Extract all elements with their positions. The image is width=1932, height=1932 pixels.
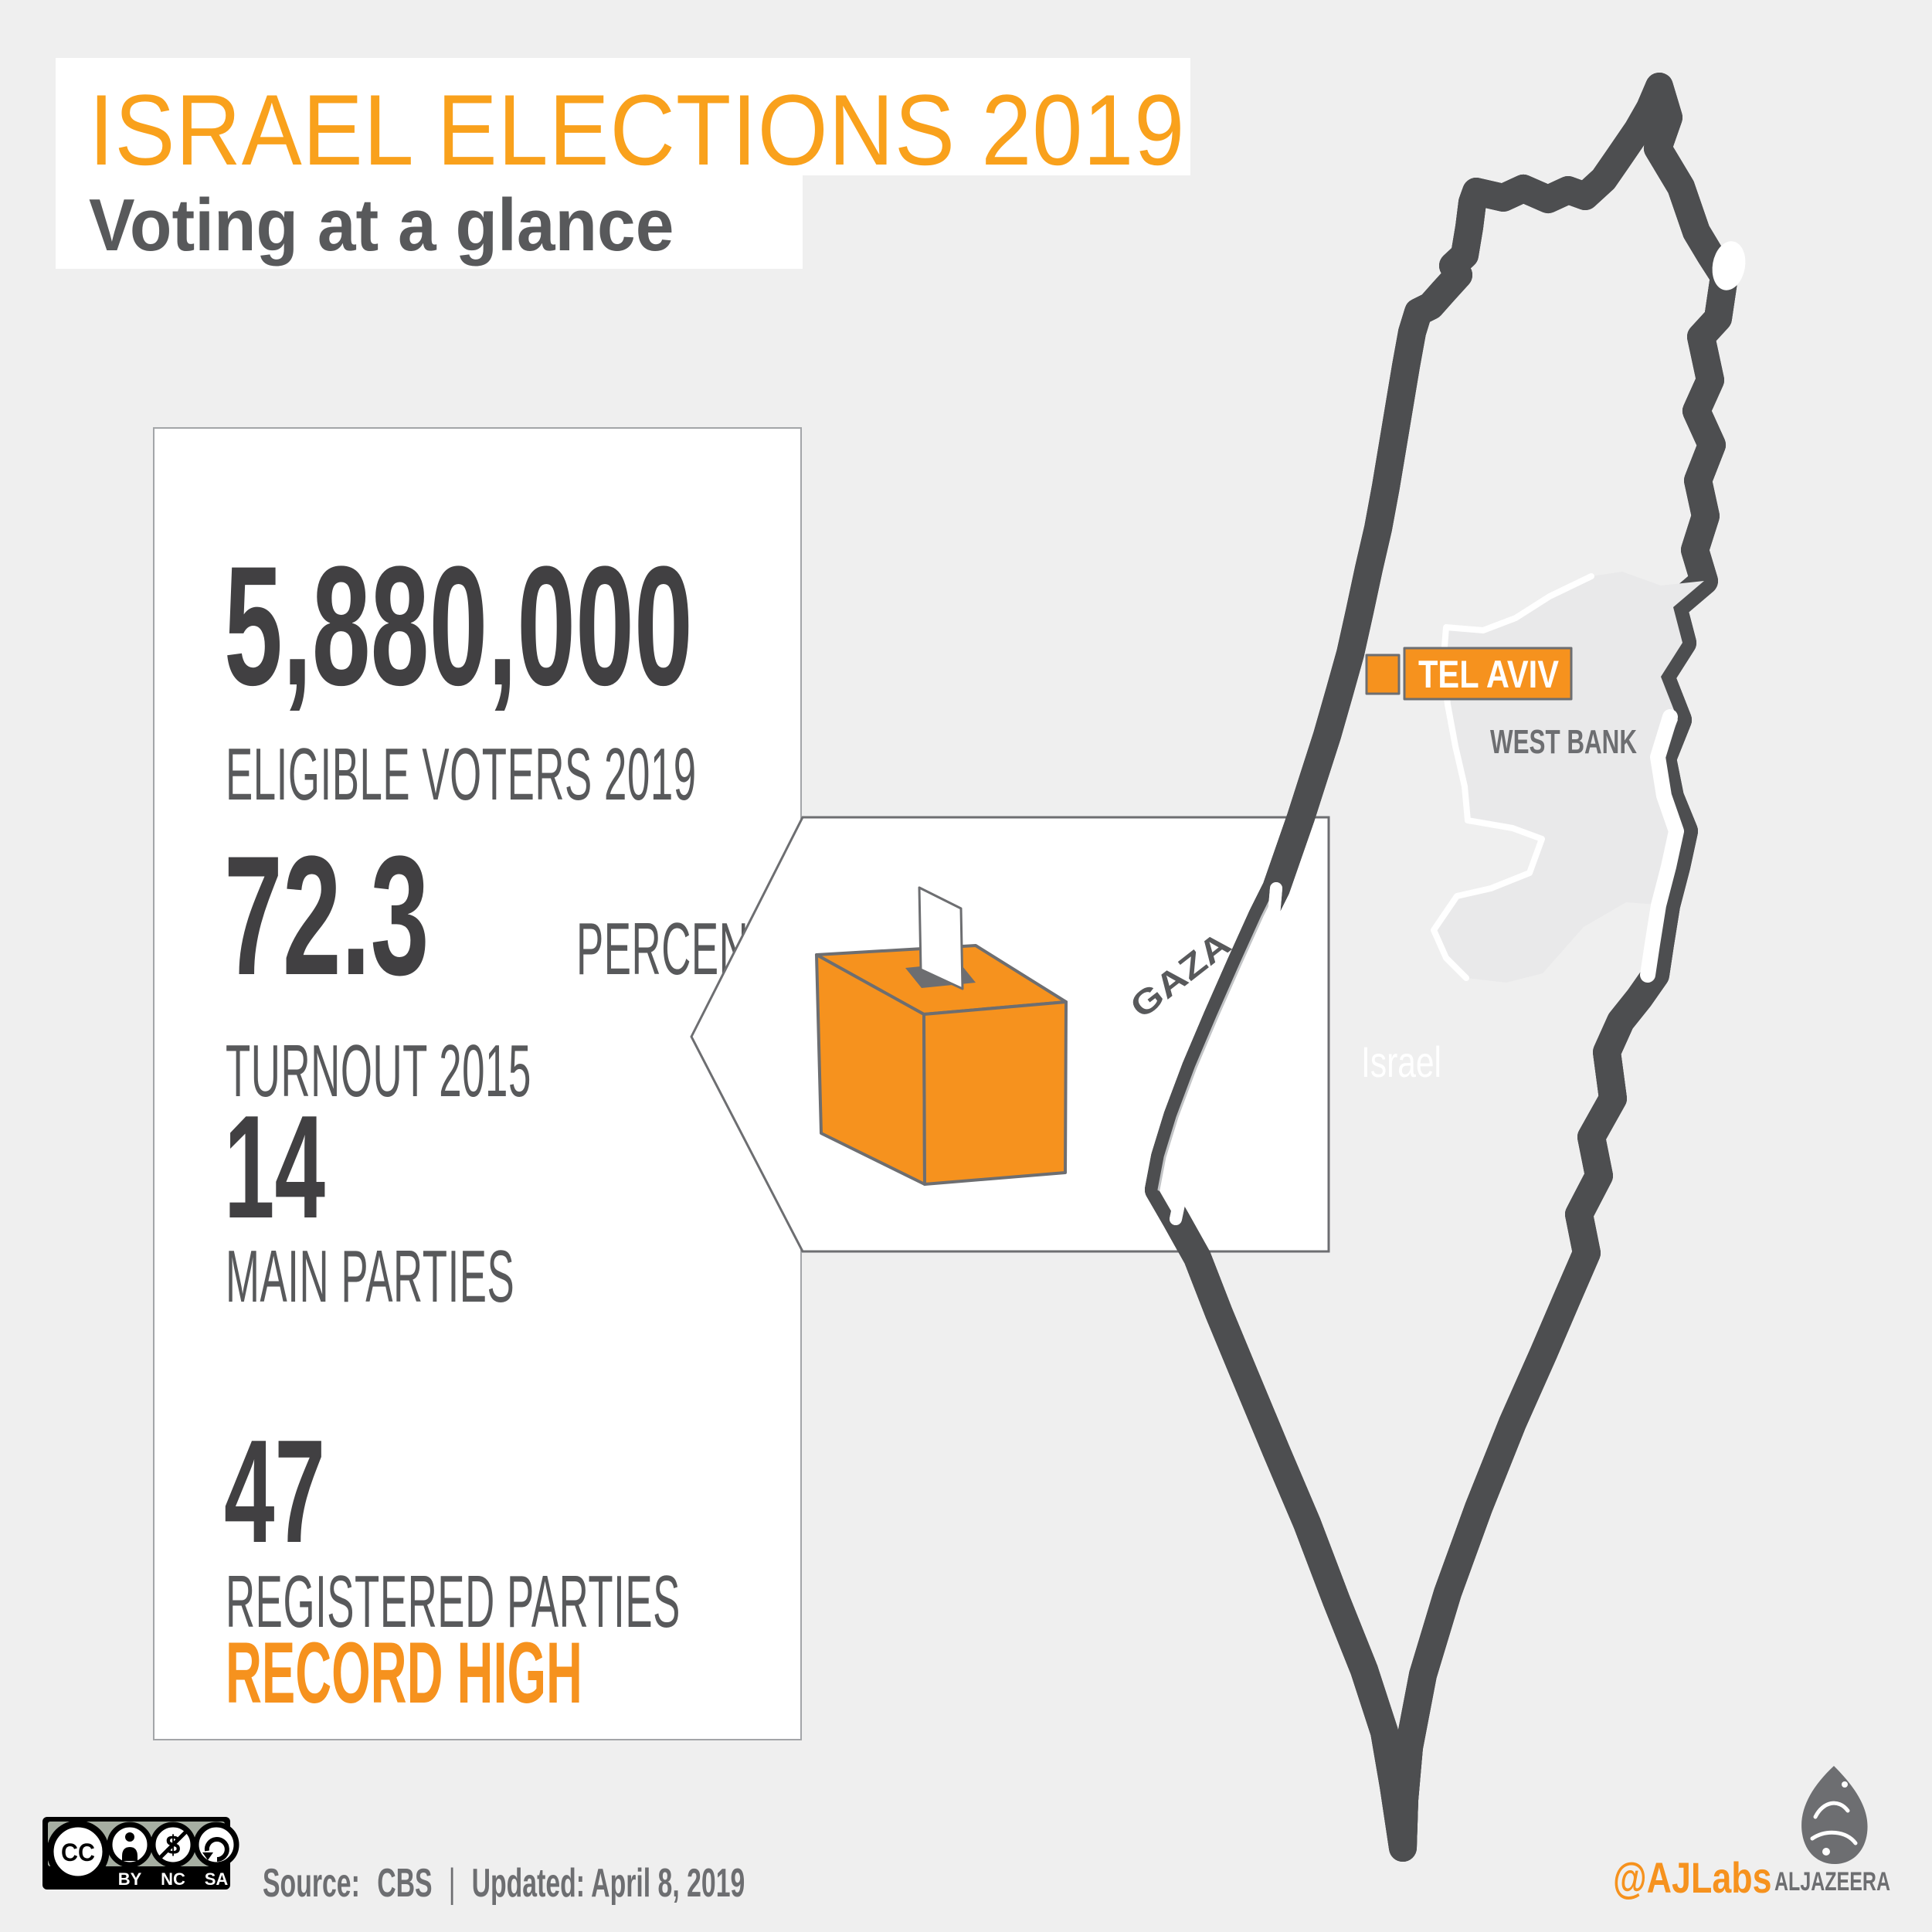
page-title: ISRAEL ELECTIONS 2019: [89, 72, 1307, 188]
source-text: Source: CBS | Updated: April 8, 2019: [263, 1860, 745, 1907]
sa-label: SA: [205, 1869, 229, 1889]
by-icon: [107, 1822, 153, 1868]
title-strip: ISRAEL ELECTIONS 2019: [56, 58, 1190, 186]
stat-eligible-value: 5,880,000: [224, 531, 693, 721]
aljazeera-wordmark: ALJAZEERA: [1774, 1867, 1890, 1896]
tel-aviv-label: TEL AVIV: [1418, 653, 1560, 696]
stat-eligible-label: ELIGIBLE VOTERS 2019: [226, 733, 697, 816]
tel-aviv-label-box: [1403, 647, 1573, 701]
cc-icon: [46, 1820, 110, 1883]
west-bank-boundary: [1431, 573, 1594, 981]
subtitle-strip: Voting at a glance: [56, 175, 803, 269]
stat-registered-label: REGISTERED PARTIES: [226, 1560, 681, 1643]
aljazeera-flame-icon: [1801, 1766, 1868, 1865]
stat-registered-value: 47: [224, 1410, 326, 1574]
aljazeera-logo: ALJAZEERA: [1774, 1766, 1890, 1896]
source-prefix: Source:: [263, 1861, 360, 1906]
page-subtitle: Voting at a glance: [89, 183, 718, 268]
sea-of-galilee: [1712, 241, 1746, 290]
ballot-paper: [918, 886, 964, 990]
credit: @AJLabs: [1613, 1852, 1811, 1903]
nc-label: NC: [161, 1869, 185, 1889]
ballot-box-right-face: [922, 1000, 1068, 1186]
israel-map: TEL AVIV WEST BANK Israel GAZA: [1123, 73, 1746, 1862]
stat-main-parties-label: MAIN PARTIES: [226, 1235, 515, 1318]
gaza-coastline: [1157, 887, 1278, 1191]
by-label: BY: [118, 1869, 142, 1889]
source-updated: Updated: April 8, 2019: [471, 1861, 745, 1906]
stat-registered-note: RECORD HIGH: [226, 1625, 582, 1721]
source-value: CBS: [377, 1861, 433, 1906]
source-line: Source: CBS | Updated: April 8, 2019: [263, 1860, 1005, 1907]
page-title-text: ISRAEL ELECTIONS 2019: [89, 73, 1186, 186]
stat-turnout-label: TURNOUT 2015: [226, 1030, 531, 1112]
page-subtitle-text: Voting at a glance: [89, 184, 674, 267]
map-label-tel-aviv: TEL AVIV: [1365, 647, 1573, 701]
west-bank-label: WEST BANK: [1490, 723, 1637, 761]
stats-card: [153, 427, 802, 1740]
credit-handle: @AJLabs: [1613, 1853, 1772, 1902]
ballot-box: [815, 886, 1068, 1186]
tel-aviv-marker: [1365, 654, 1401, 695]
israel-label: Israel: [1361, 1037, 1441, 1086]
dead-sea: [1640, 709, 1684, 983]
cc-icon-text: CC: [61, 1839, 95, 1866]
nc-icon: $: [150, 1822, 196, 1868]
stat-main-parties-value: 14: [224, 1085, 326, 1249]
sa-icon: [193, 1822, 239, 1868]
stat-turnout-value: 72.3 PERCENT: [224, 820, 775, 1010]
source-separator: |: [448, 1861, 456, 1906]
cc-license-badge: CC $ BY NC SA: [42, 1817, 239, 1890]
